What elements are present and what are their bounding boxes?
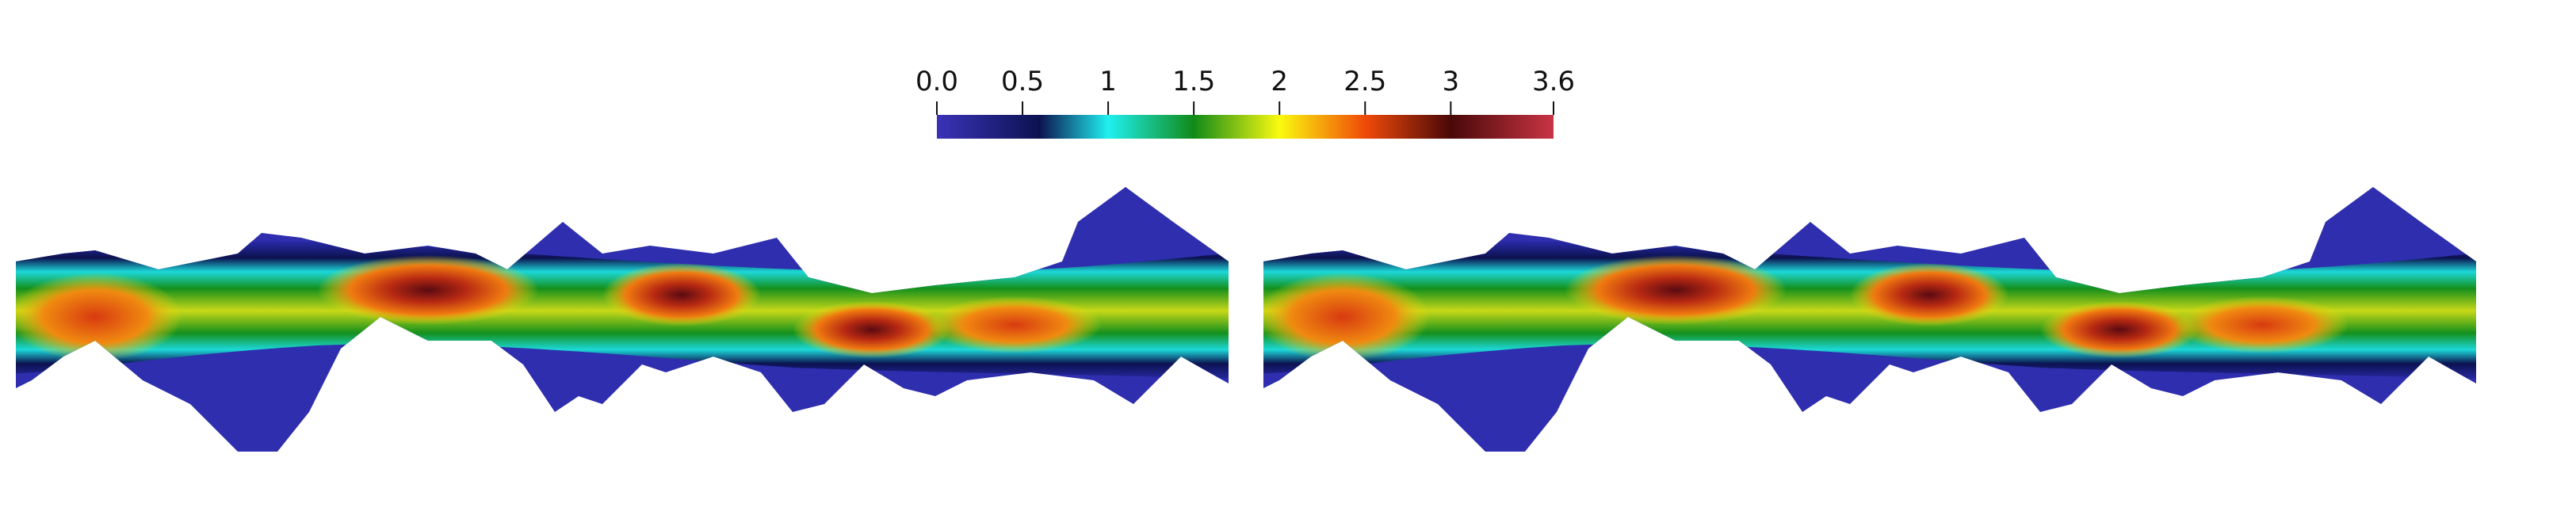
tick-label: 3 — [1443, 66, 1460, 97]
colorbar — [937, 115, 1554, 139]
tick-label: 2.5 — [1343, 66, 1386, 97]
tick-label: 2 — [1271, 66, 1288, 97]
tick-label: 1.5 — [1172, 66, 1215, 97]
field-left — [0, 158, 1268, 475]
tick-label: 3.6 — [1532, 66, 1575, 97]
tick-label: 1 — [1099, 66, 1117, 97]
field-right — [1248, 158, 2516, 475]
tick-label: 0.5 — [1001, 66, 1044, 97]
tick-label: 0.0 — [915, 66, 958, 97]
